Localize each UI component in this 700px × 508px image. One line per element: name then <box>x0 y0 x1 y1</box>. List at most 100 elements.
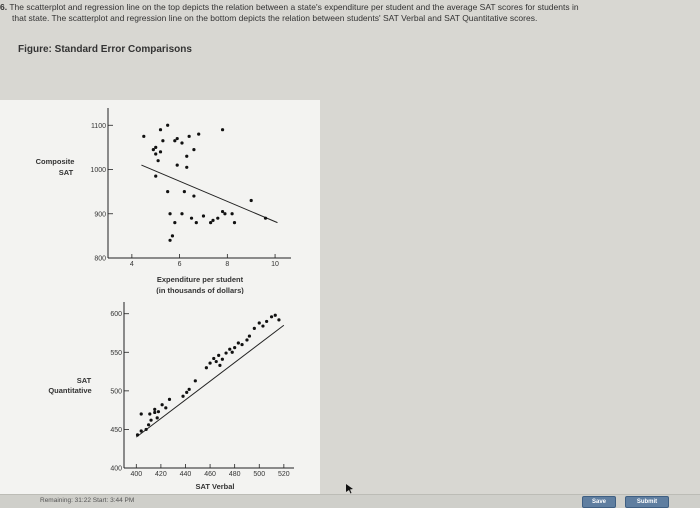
remaining-time: Remaining: 31:22 Start: 3:44 PM <box>40 497 135 504</box>
x-tick-label: 400 <box>130 471 142 478</box>
data-point <box>245 338 249 342</box>
data-point <box>193 379 197 383</box>
data-point <box>228 347 232 351</box>
y-tick-label: 1100 <box>91 123 106 130</box>
data-point <box>148 412 152 416</box>
data-point <box>185 154 189 158</box>
data-point <box>269 315 274 319</box>
data-point <box>135 433 140 437</box>
data-point <box>154 174 158 178</box>
x-tick-label: 4 <box>130 261 134 268</box>
y-axis-label: Composite <box>36 157 75 166</box>
question-line-2: that state. The scatterplot and regressi… <box>12 13 538 23</box>
y-tick-label: 450 <box>110 427 122 434</box>
regression-line <box>135 324 285 438</box>
data-point <box>156 159 160 163</box>
question-text: 6. The scatterplot and regression line o… <box>0 2 700 24</box>
question-number: 6. <box>0 2 8 12</box>
status-bar: Remaining: 31:22 Start: 3:44 PM Save Sub… <box>0 494 700 508</box>
data-point <box>153 410 157 415</box>
x-tick-label: 520 <box>278 471 290 478</box>
y-tick-label: 1000 <box>90 167 106 174</box>
data-point <box>192 194 196 198</box>
data-point <box>249 198 253 203</box>
data-point <box>224 351 228 355</box>
x-axis-label-line-2: (in thousands of dollars) <box>156 286 244 295</box>
data-point <box>192 148 196 152</box>
y-tick-label: 550 <box>110 350 122 357</box>
save-button[interactable]: Save <box>582 496 616 508</box>
plot-panel <box>0 100 320 305</box>
data-point <box>161 139 165 143</box>
bottom-scatterplot: 400 450 500 550 600 400 420 440 460 480 500 520 SATQ… <box>0 294 320 494</box>
data-point <box>182 190 186 194</box>
data-point <box>223 212 227 216</box>
data-point <box>232 221 237 225</box>
x-tick-label: 460 <box>204 471 216 478</box>
data-point <box>214 359 218 364</box>
data-point <box>144 427 148 432</box>
data-point <box>187 134 191 138</box>
data-point <box>212 356 216 361</box>
data-point <box>149 418 153 422</box>
data-point <box>220 357 224 361</box>
data-point <box>158 128 163 132</box>
data-point <box>139 429 143 433</box>
regression-line <box>141 164 278 224</box>
data-point <box>168 212 172 216</box>
data-point <box>185 390 189 394</box>
data-point <box>142 134 146 138</box>
data-point <box>180 212 184 216</box>
y-axis-label-line-2: SAT <box>59 168 74 177</box>
data-point <box>166 123 170 127</box>
y-axis-label-line-2: Quantitative <box>48 386 91 395</box>
data-point <box>153 407 157 411</box>
data-point <box>146 423 151 427</box>
data-point <box>211 218 215 222</box>
data-point <box>154 152 158 156</box>
data-point <box>230 350 234 354</box>
y-tick-label: 500 <box>110 388 122 395</box>
data-point <box>151 148 155 152</box>
data-point <box>155 416 159 420</box>
y-tick-label: 400 <box>110 466 122 473</box>
data-point <box>252 326 256 330</box>
data-point <box>197 132 201 136</box>
data-point <box>164 406 168 410</box>
data-point <box>220 209 225 214</box>
mouse-cursor-icon <box>346 484 353 494</box>
submit-button[interactable]: Submit <box>625 496 669 508</box>
data-point <box>175 136 179 141</box>
data-point <box>189 216 194 220</box>
data-point <box>204 366 208 370</box>
data-point <box>209 221 213 225</box>
x-tick-label: 10 <box>271 261 279 268</box>
data-point <box>166 190 170 194</box>
x-tick-label: 6 <box>178 261 182 268</box>
top-scatterplot: 800 900 1000 1100 4 6 8 10 Composite SAT Expenditu… <box>0 100 320 305</box>
data-point <box>233 346 237 350</box>
y-tick-label: 900 <box>94 211 106 218</box>
data-point <box>139 412 143 416</box>
data-point <box>216 216 220 220</box>
data-point <box>236 341 240 345</box>
x-tick-label: 480 <box>229 471 241 478</box>
data-point <box>257 321 261 325</box>
data-point <box>240 342 244 347</box>
data-point <box>158 150 163 154</box>
data-point <box>220 128 225 132</box>
data-point <box>261 324 265 328</box>
x-tick-label: 500 <box>253 471 265 478</box>
question-line-1: The scatterplot and regression line on t… <box>9 2 579 12</box>
data-point <box>181 394 185 398</box>
data-point <box>230 212 234 216</box>
x-tick-label: 440 <box>180 471 192 478</box>
data-point <box>263 216 268 220</box>
data-point <box>154 145 158 149</box>
data-point <box>218 363 222 367</box>
data-point <box>273 313 277 317</box>
data-point <box>277 318 281 322</box>
data-point <box>247 334 252 338</box>
data-point <box>201 214 206 218</box>
data-point <box>175 163 179 167</box>
